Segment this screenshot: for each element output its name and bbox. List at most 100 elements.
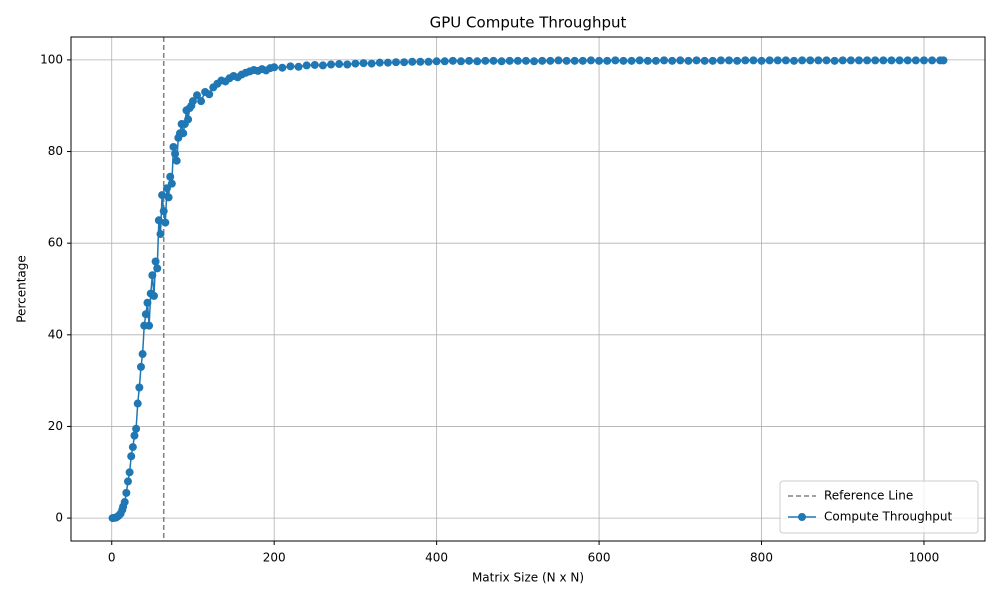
data-point	[586, 56, 595, 65]
data-point	[741, 56, 750, 65]
y-tick-label: 20	[48, 419, 63, 433]
data-point	[154, 216, 163, 225]
data-point	[123, 477, 132, 486]
data-point	[595, 56, 604, 65]
data-point	[327, 60, 336, 69]
y-tick-label: 40	[48, 327, 63, 341]
legend: Reference Line Compute Throughput	[779, 480, 979, 534]
data-point	[939, 56, 948, 65]
data-point	[895, 56, 904, 65]
data-point	[125, 468, 134, 477]
data-point	[643, 56, 652, 65]
data-point	[546, 56, 555, 65]
data-point	[538, 56, 547, 65]
x-tick-label: 800	[750, 551, 773, 565]
data-point	[424, 57, 433, 66]
data-point	[928, 56, 937, 65]
data-point	[790, 56, 799, 65]
legend-marker	[798, 513, 806, 521]
y-axis-label: Percentage	[15, 255, 29, 323]
data-point	[184, 115, 193, 124]
data-point	[725, 56, 734, 65]
data-point	[489, 56, 498, 65]
data-point	[351, 59, 360, 68]
y-tick-label: 100	[40, 52, 63, 66]
data-point	[440, 57, 449, 66]
data-point	[164, 193, 173, 202]
data-point	[169, 142, 178, 151]
y-tick-label: 60	[48, 236, 63, 250]
data-point	[863, 56, 872, 65]
data-point	[383, 58, 392, 67]
data-point	[130, 431, 139, 440]
data-point	[668, 56, 677, 65]
data-point	[846, 56, 855, 65]
legend-label: Reference Line	[824, 489, 913, 503]
data-point	[830, 56, 839, 65]
x-axis-label: Matrix Size (N x N)	[472, 571, 584, 585]
data-point	[465, 56, 474, 65]
data-point	[871, 56, 880, 65]
x-tick-label: 600	[588, 551, 611, 565]
data-point	[172, 156, 181, 165]
data-point	[193, 91, 202, 100]
data-point	[302, 61, 311, 70]
series-line	[112, 59, 944, 519]
data-point	[132, 424, 141, 433]
data-point	[700, 56, 709, 65]
y-tick-label: 80	[48, 144, 63, 158]
data-point	[133, 399, 142, 408]
data-point	[343, 60, 352, 69]
data-point	[159, 207, 168, 216]
data-point	[270, 63, 279, 72]
data-point	[179, 129, 188, 138]
data-point	[635, 56, 644, 65]
data-point	[781, 56, 790, 65]
data-point	[757, 56, 766, 65]
data-point	[684, 56, 693, 65]
data-point	[286, 62, 295, 71]
data-point	[375, 58, 384, 67]
data-point	[166, 172, 175, 181]
legend-label: Compute Throughput	[824, 510, 953, 524]
axes-frame	[70, 36, 986, 542]
data-point	[473, 57, 482, 66]
y-tick-label: 0	[55, 511, 63, 525]
x-tick-label: 1000	[909, 551, 940, 565]
data-point	[120, 498, 129, 507]
data-point	[806, 56, 815, 65]
data-point	[122, 488, 131, 497]
data-point	[367, 59, 376, 68]
data-point	[521, 56, 530, 65]
data-point	[127, 452, 136, 461]
data-point	[505, 56, 514, 65]
data-point	[692, 56, 701, 65]
data-point	[887, 56, 896, 65]
plot	[108, 37, 948, 541]
data-point	[481, 56, 490, 65]
data-point	[141, 310, 150, 319]
data-point	[749, 56, 758, 65]
data-point	[611, 56, 620, 65]
data-point	[143, 298, 152, 307]
data-point	[400, 58, 409, 67]
x-tick-label: 200	[263, 551, 286, 565]
data-point	[530, 57, 539, 66]
data-point	[294, 62, 303, 71]
chart-title: GPU Compute Throughput	[430, 14, 627, 32]
data-point	[838, 56, 847, 65]
data-point	[392, 58, 401, 67]
data-point	[135, 383, 144, 392]
data-point	[278, 63, 287, 72]
data-point	[513, 56, 522, 65]
data-point	[161, 218, 170, 227]
data-point	[310, 60, 319, 69]
data-point	[773, 56, 782, 65]
x-tick-label: 400	[425, 551, 448, 565]
data-point	[456, 57, 465, 66]
data-point	[676, 56, 685, 65]
data-point	[497, 57, 506, 66]
data-point	[919, 56, 928, 65]
